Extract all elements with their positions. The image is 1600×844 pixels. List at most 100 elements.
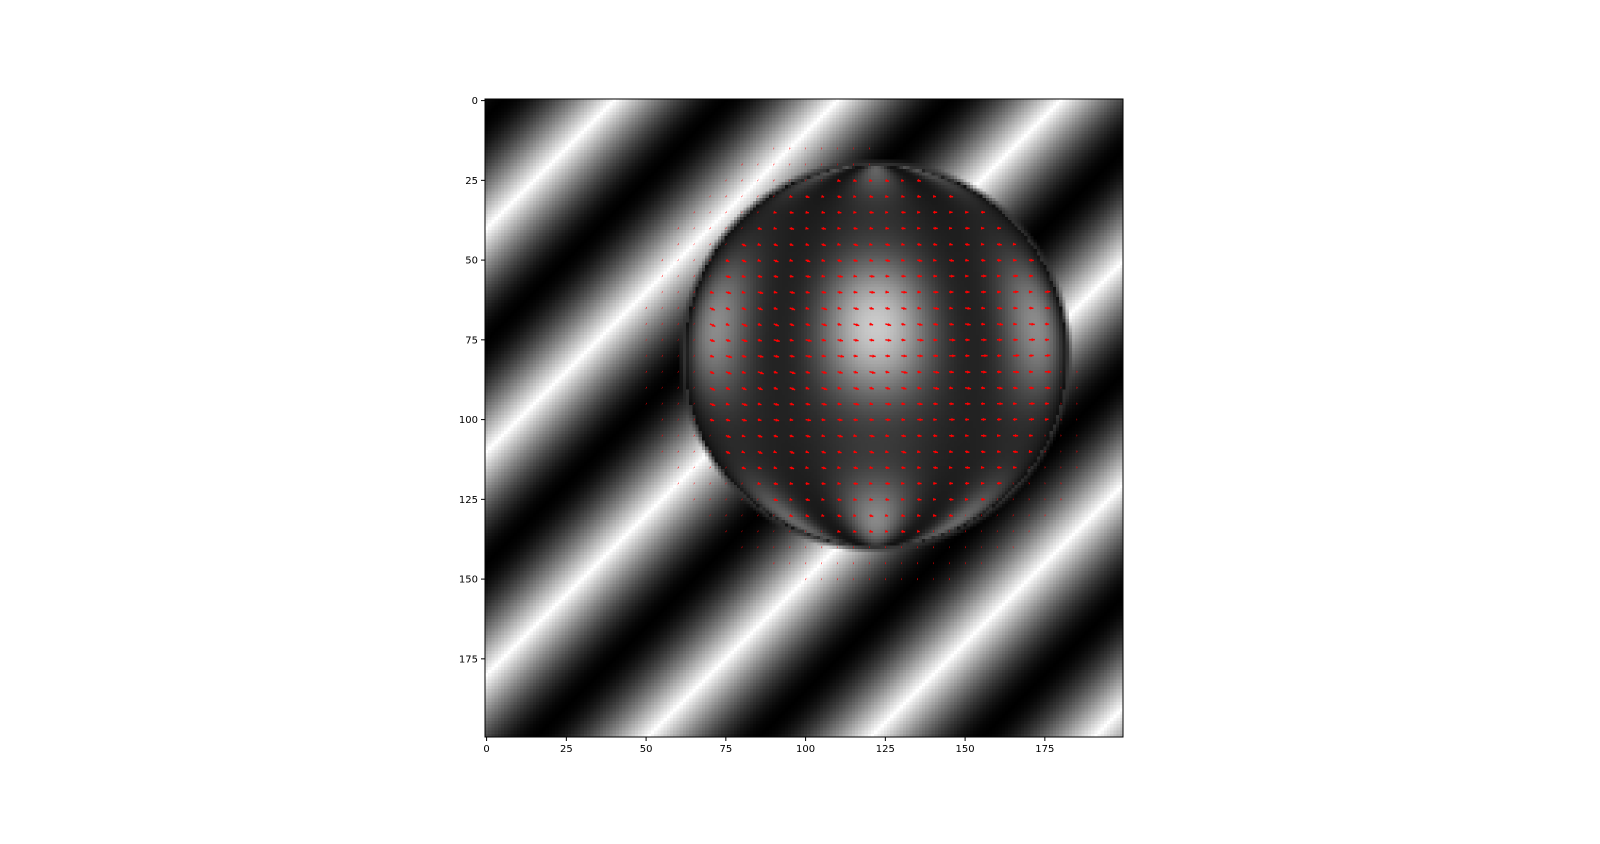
quiver-arrow [821, 513, 825, 517]
quiver-arrow [853, 434, 857, 438]
quiver-arrow [869, 386, 874, 390]
quiver-arrow [949, 354, 956, 358]
quiver-arrow [853, 402, 860, 406]
quiver-arrow [917, 370, 922, 374]
quiver-arrow [725, 338, 731, 342]
quiver-arrow [917, 306, 922, 310]
quiver-arrow [885, 370, 890, 374]
quiver-arrow [757, 242, 762, 247]
quiver-arrow [837, 418, 843, 422]
quiver-arrow [757, 354, 764, 358]
quiver-arrow [709, 194, 711, 198]
quiver-arrow [1028, 306, 1034, 310]
quiver-arrow [837, 354, 845, 358]
quiver-arrow [1012, 370, 1020, 374]
quiver-arrow [741, 402, 748, 407]
quiver-arrow [901, 450, 907, 454]
quiver-arrow [965, 402, 971, 406]
quiver-arrow [868, 577, 871, 581]
quiver-arrow [964, 513, 966, 517]
quiver-arrow [949, 210, 953, 214]
quiver-arrow [709, 354, 715, 358]
quiver-arrow [789, 354, 795, 358]
quiver-arrow [773, 290, 778, 294]
quiver-arrow [996, 370, 1002, 374]
quiver-arrow [980, 258, 986, 262]
quiver-arrow [789, 466, 795, 470]
quiver-arrow [933, 290, 939, 294]
quiver-arrow [725, 275, 731, 279]
quiver-arrow [757, 258, 762, 262]
quiver-arrow [709, 481, 711, 485]
quiver-arrow [757, 387, 763, 391]
quiver-arrow [709, 226, 711, 230]
quiver-arrow [725, 529, 727, 533]
quiver-arrow [741, 370, 746, 374]
quiver-arrow [1028, 274, 1033, 278]
quiver-arrow [789, 258, 793, 262]
quiver-arrow [757, 307, 763, 311]
quiver-arrow [949, 386, 954, 390]
quiver-arrow [901, 354, 907, 358]
quiver-arrow [805, 434, 811, 438]
quiver-arrow [725, 418, 731, 422]
quiver-arrow [981, 274, 987, 278]
quiver-arrow [980, 306, 986, 310]
quiver-arrow [869, 306, 874, 310]
quiver-arrow [773, 194, 775, 198]
quiver-arrow [869, 418, 874, 422]
quiver-arrow [789, 561, 791, 565]
quiver-arrow [837, 450, 842, 454]
quiver-arrow [1012, 290, 1019, 294]
quiver-arrow [661, 418, 663, 422]
y-tick-label: 50 [465, 256, 478, 267]
quiver-arrow [773, 274, 779, 278]
quiver-arrow [773, 498, 778, 502]
quiver-arrow [901, 481, 905, 485]
quiver-arrow [741, 450, 746, 454]
quiver-arrow [821, 194, 825, 198]
quiver-arrow [885, 529, 888, 533]
quiver-arrow [996, 242, 1002, 246]
quiver-arrow [789, 387, 796, 391]
quiver-arrow [773, 306, 778, 310]
quiver-arrow [901, 258, 905, 262]
quiver-arrow [789, 434, 794, 438]
quiver-arrow [789, 146, 791, 151]
quiver-arrow [980, 481, 985, 485]
quiver-arrow [901, 194, 905, 198]
quiver-arrow [901, 434, 907, 438]
quiver-arrow [965, 210, 969, 214]
quiver-arrow [933, 402, 938, 406]
quiver-arrow [933, 354, 939, 358]
quiver-arrow [693, 258, 695, 262]
quiver-arrow [1044, 290, 1051, 294]
quiver-arrow [725, 497, 727, 501]
quiver-arrow [1028, 290, 1033, 294]
quiver-arrow [964, 322, 971, 326]
quiver-arrow [693, 450, 695, 453]
x-tick-label: 50 [640, 744, 653, 755]
quiver-arrow [773, 529, 775, 533]
quiver-arrow [916, 577, 918, 581]
x-tick-label: 0 [483, 744, 489, 755]
quiver-arrow [917, 465, 921, 470]
quiver-arrow [837, 162, 838, 166]
quiver-arrow [1076, 465, 1078, 470]
quiver-arrow [741, 354, 747, 358]
quiver-arrow [1028, 354, 1034, 358]
quiver-arrow [661, 402, 663, 406]
quiver-arrow [917, 242, 922, 246]
quiver-arrow [709, 338, 715, 343]
quiver-arrow [693, 242, 695, 246]
quiver-arrow [725, 291, 732, 295]
quiver-arrow [757, 529, 759, 533]
quiver-arrow [757, 481, 761, 485]
quiver-arrow [741, 259, 747, 263]
quiver-arrow [901, 210, 906, 214]
quiver-arrow [869, 513, 874, 518]
quiver-arrow [773, 210, 777, 214]
quiver-arrow [885, 449, 889, 454]
quiver-arrow [964, 258, 969, 262]
quiver-arrow [709, 513, 711, 517]
